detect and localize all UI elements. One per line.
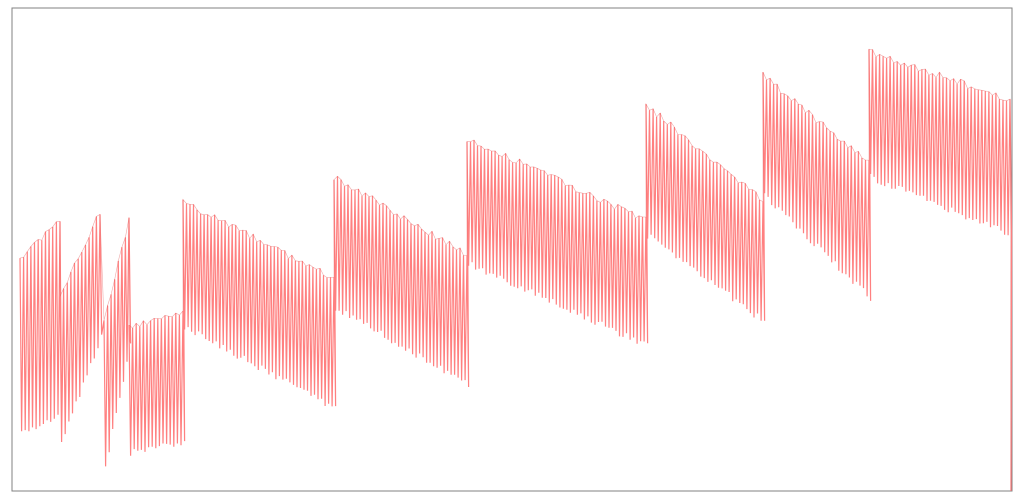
series-upper-edge-0 [19, 48, 1012, 492]
plot-frame [11, 7, 1013, 492]
series-line-0 [19, 49, 1013, 492]
plot-area [19, 48, 1013, 492]
